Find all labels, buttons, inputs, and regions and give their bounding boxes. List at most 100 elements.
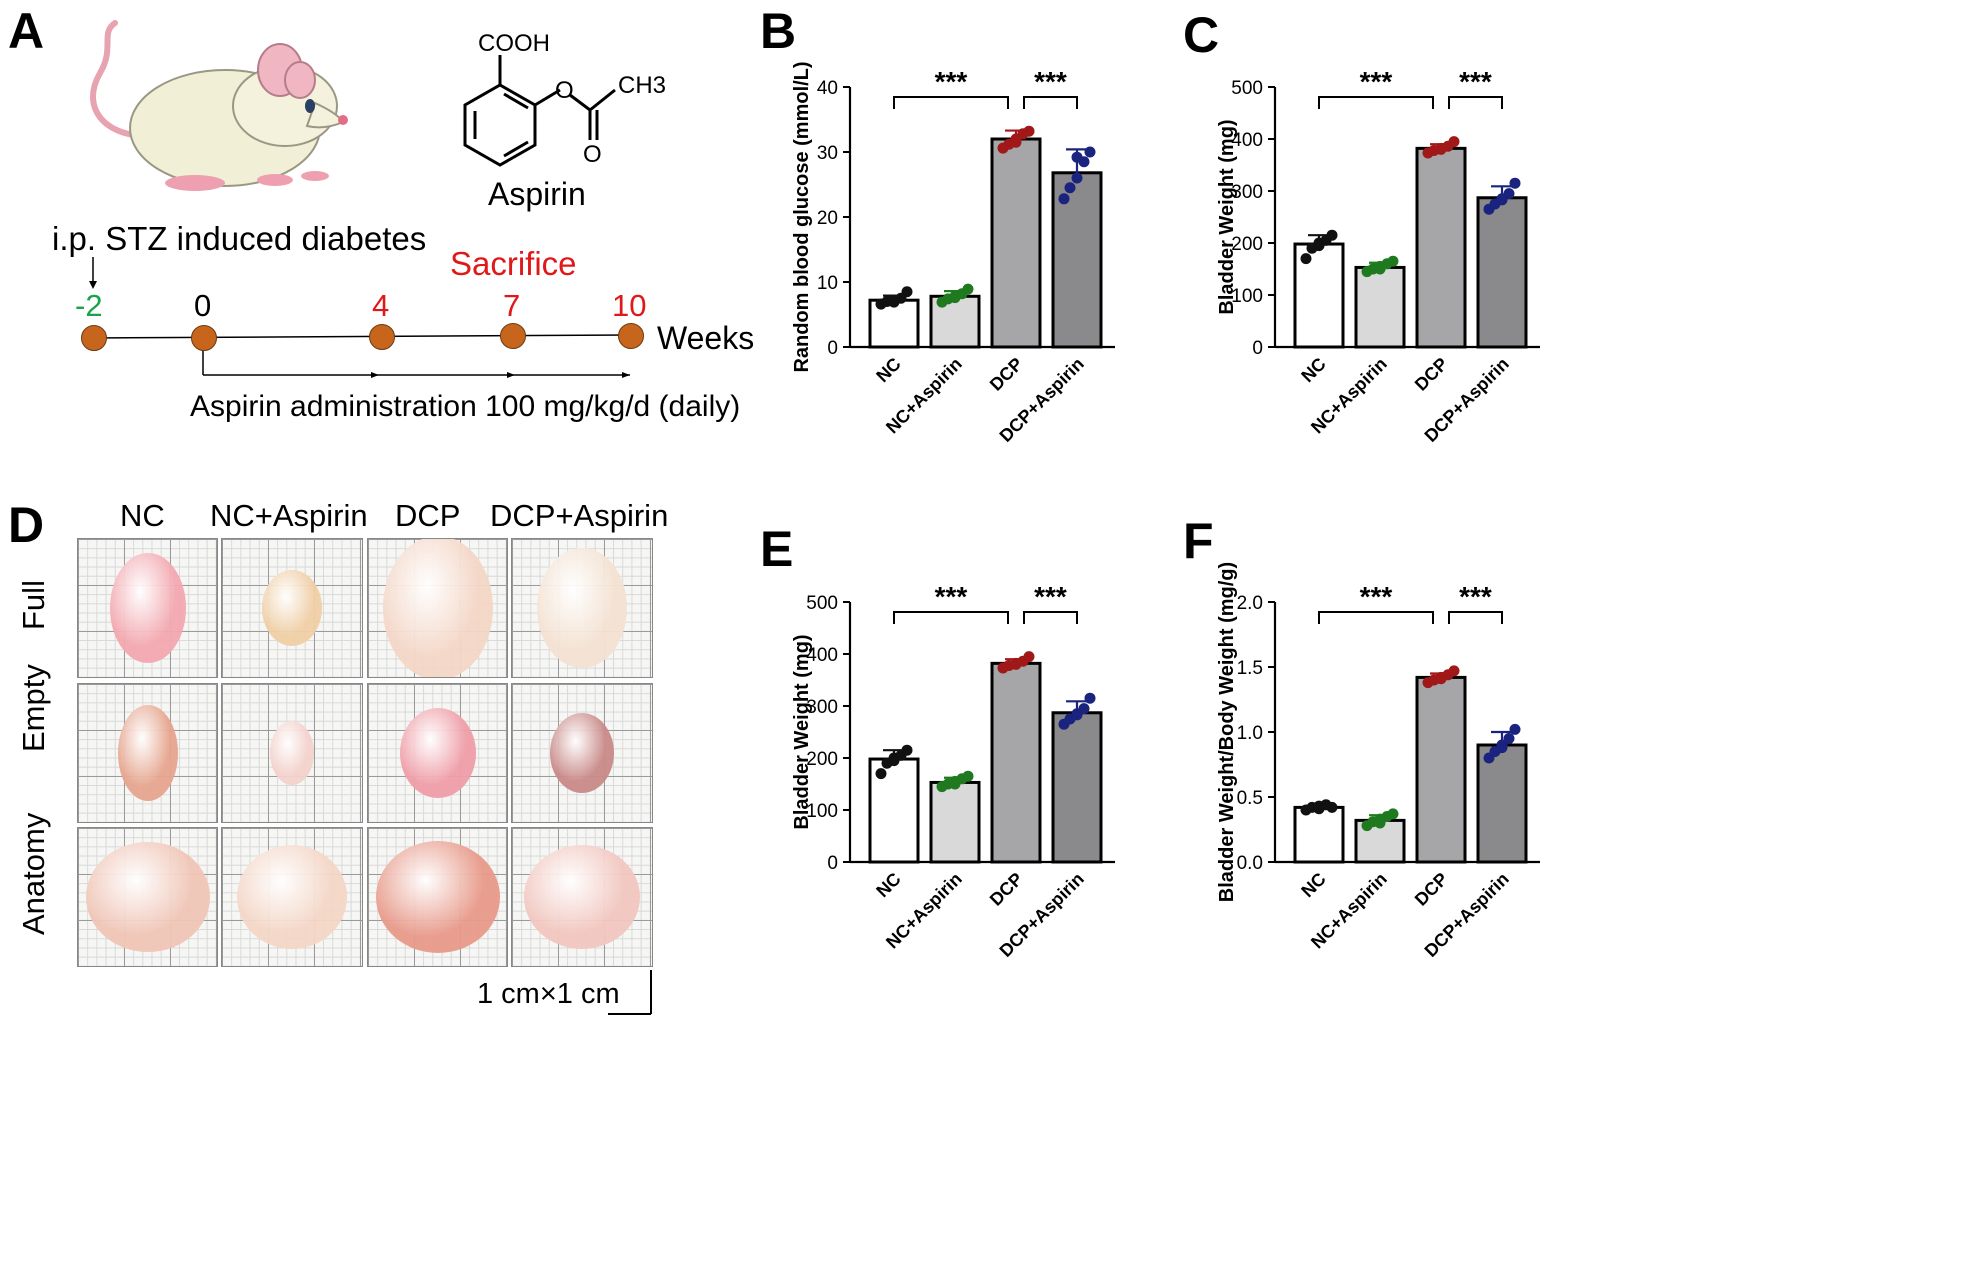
- bladder-photo: [367, 538, 508, 678]
- timepoint-label: 7: [503, 288, 521, 323]
- significance-bracket: [1448, 611, 1503, 624]
- y-tick-label: 1.5: [1237, 658, 1263, 679]
- timepoint-dot: [618, 323, 644, 349]
- bladder-photo: [221, 538, 363, 678]
- data-point: [1064, 182, 1076, 194]
- data-point: [1058, 193, 1070, 205]
- bladder-photo: [511, 683, 653, 823]
- significance-bracket: [1318, 611, 1434, 624]
- y-tick-label: 1.0: [1237, 723, 1263, 744]
- data-point: [1071, 172, 1083, 184]
- significance-label: ***: [1459, 66, 1492, 97]
- data-point: [1023, 125, 1035, 137]
- timepoint-dot: [81, 325, 107, 351]
- rat-illustration: [90, 20, 348, 191]
- y-tick-label: 100: [806, 801, 838, 822]
- category-label: DCP: [1411, 869, 1452, 910]
- data-point: [875, 768, 887, 780]
- timepoint-dot: [369, 324, 395, 350]
- scale-bar: [608, 970, 652, 1015]
- y-tick-label: 0.5: [1237, 788, 1263, 809]
- bladder-specimen: [270, 721, 314, 785]
- significance-label: ***: [1360, 581, 1393, 612]
- bladder-photo: [77, 827, 218, 967]
- bladder-specimen: [382, 539, 493, 677]
- panel-label-c: C: [1183, 7, 1220, 63]
- timepoint-dot: [500, 323, 526, 349]
- y-tick-label: 400: [1231, 130, 1263, 151]
- aspirin-name: Aspirin: [488, 176, 586, 212]
- data-point: [1084, 692, 1096, 704]
- data-point: [1448, 136, 1460, 148]
- bar: [1415, 675, 1467, 864]
- significance-label: ***: [1459, 581, 1492, 612]
- bladder-specimen: [237, 845, 347, 949]
- data-point: [1448, 665, 1460, 677]
- timepoint-label: 4: [372, 288, 390, 323]
- ester-oxygen-label: O: [555, 77, 574, 104]
- bar: [1476, 743, 1528, 864]
- data-point: [1496, 742, 1508, 754]
- timeline-axis: [89, 257, 631, 378]
- aspirin-structure: COOH O CH3 O: [463, 30, 666, 168]
- y-tick-label: 400: [806, 645, 838, 666]
- data-point: [1387, 808, 1399, 820]
- data-point: [1509, 177, 1521, 189]
- category-label: DCP: [986, 869, 1027, 910]
- y-tick-label: 30: [817, 143, 838, 164]
- bladder-specimen: [117, 705, 178, 801]
- bar: [990, 137, 1042, 349]
- panel-label-a: A: [8, 3, 45, 59]
- data-point: [901, 286, 913, 298]
- significance-label: ***: [1034, 66, 1067, 97]
- panel-label-e: E: [760, 521, 794, 577]
- data-point: [1435, 673, 1447, 685]
- scale-label: 1 cm×1 cm: [477, 978, 620, 1010]
- bladder-specimen: [399, 708, 476, 798]
- y-tick-label: 300: [1231, 182, 1263, 203]
- data-point: [1313, 240, 1325, 252]
- data-point: [1313, 803, 1325, 815]
- bladder-specimen: [262, 570, 322, 646]
- y-tick-label: 0.0: [1237, 853, 1263, 874]
- bladder-specimen: [85, 842, 210, 952]
- bladder-specimen: [524, 845, 640, 949]
- data-point: [1023, 651, 1035, 663]
- y-tick-label: 0: [827, 853, 838, 874]
- bladder-specimen: [375, 841, 500, 953]
- weeks-label: Weeks: [657, 320, 755, 356]
- significance-bracket: [1448, 96, 1503, 109]
- timepoint-label: 10: [612, 288, 647, 323]
- category-label: NC: [872, 354, 905, 387]
- photo-row-label: Empty: [16, 664, 51, 752]
- photo-row-label: Full: [16, 580, 51, 630]
- bar: [929, 780, 981, 864]
- y-axis-label: Bladder Weight (mg): [1216, 119, 1238, 314]
- data-point: [1326, 801, 1338, 813]
- data-point: [888, 755, 900, 767]
- bladder-photo: [77, 538, 218, 678]
- panel-label-d: D: [8, 497, 45, 553]
- significance-bracket: [1023, 96, 1078, 109]
- photo-row-label: Anatomy: [16, 812, 51, 935]
- administration-label: Aspirin administration 100 mg/kg/d (dail…: [190, 390, 741, 423]
- data-point: [1435, 143, 1447, 155]
- y-tick-label: 0: [827, 338, 838, 359]
- data-point: [949, 778, 961, 790]
- data-point: [1496, 194, 1508, 206]
- data-point: [901, 744, 913, 756]
- bar: [1415, 146, 1467, 349]
- bladder-specimen: [537, 548, 627, 668]
- bar: [1476, 196, 1528, 349]
- bar: [1051, 711, 1103, 864]
- significance-bracket: [893, 96, 1009, 109]
- category-label: DCP: [986, 354, 1027, 395]
- data-point: [1503, 733, 1515, 744]
- significance-label: ***: [935, 66, 968, 97]
- bladder-specimen: [550, 713, 614, 793]
- data-point: [1084, 146, 1096, 158]
